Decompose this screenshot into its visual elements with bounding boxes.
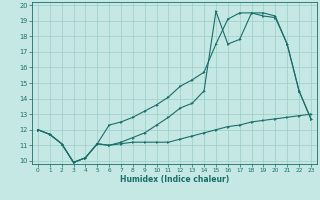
X-axis label: Humidex (Indice chaleur): Humidex (Indice chaleur) — [120, 175, 229, 184]
